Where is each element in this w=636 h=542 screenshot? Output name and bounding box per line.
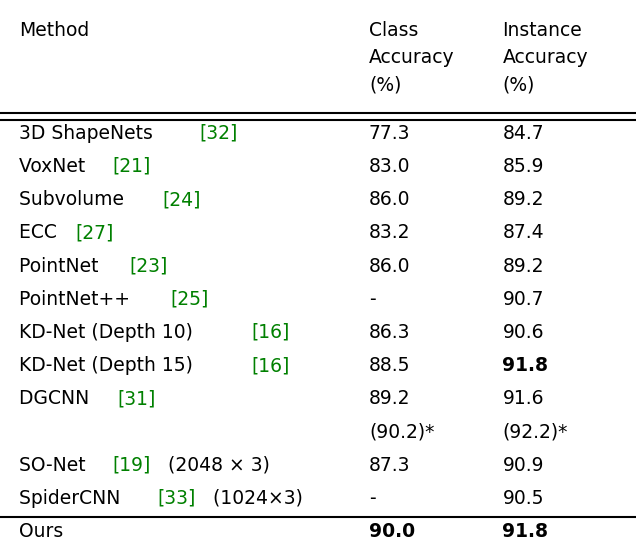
Text: 90.0: 90.0: [369, 522, 415, 541]
Text: 86.3: 86.3: [369, 323, 410, 342]
Text: Subvolume: Subvolume: [19, 190, 130, 209]
Text: 90.7: 90.7: [502, 290, 544, 309]
Text: 86.0: 86.0: [369, 256, 410, 275]
Text: Accuracy: Accuracy: [369, 48, 455, 67]
Text: [25]: [25]: [170, 290, 209, 309]
Text: (2048 × 3): (2048 × 3): [162, 456, 270, 475]
Text: (90.2)*: (90.2)*: [369, 422, 434, 441]
Text: SO-Net: SO-Net: [19, 456, 92, 475]
Text: 87.4: 87.4: [502, 223, 544, 242]
Text: Method: Method: [19, 21, 89, 40]
Text: [27]: [27]: [76, 223, 114, 242]
Text: 85.9: 85.9: [502, 157, 544, 176]
Text: -: -: [369, 290, 375, 309]
Text: [24]: [24]: [162, 190, 201, 209]
Text: KD-Net (Depth 15): KD-Net (Depth 15): [19, 356, 199, 375]
Text: 89.2: 89.2: [502, 190, 544, 209]
Text: (92.2)*: (92.2)*: [502, 422, 568, 441]
Text: 91.6: 91.6: [502, 389, 544, 408]
Text: SpiderCNN: SpiderCNN: [19, 489, 127, 508]
Text: 87.3: 87.3: [369, 456, 410, 475]
Text: DGCNN: DGCNN: [19, 389, 95, 408]
Text: Ours: Ours: [19, 522, 64, 541]
Text: [21]: [21]: [113, 157, 151, 176]
Text: KD-Net (Depth 10): KD-Net (Depth 10): [19, 323, 199, 342]
Text: [31]: [31]: [118, 389, 156, 408]
Text: Accuracy: Accuracy: [502, 48, 588, 67]
Text: [32]: [32]: [200, 124, 238, 143]
Text: 83.0: 83.0: [369, 157, 410, 176]
Text: [33]: [33]: [158, 489, 196, 508]
Text: [16]: [16]: [251, 356, 289, 375]
Text: (1024×3): (1024×3): [207, 489, 303, 508]
Text: VoxNet: VoxNet: [19, 157, 92, 176]
Text: Class: Class: [369, 21, 418, 40]
Text: 3D ShapeNets: 3D ShapeNets: [19, 124, 159, 143]
Text: [23]: [23]: [129, 256, 168, 275]
Text: [16]: [16]: [251, 323, 289, 342]
Text: 88.5: 88.5: [369, 356, 410, 375]
Text: 84.7: 84.7: [502, 124, 544, 143]
Text: ECC: ECC: [19, 223, 63, 242]
Text: Instance: Instance: [502, 21, 582, 40]
Text: [19]: [19]: [113, 456, 151, 475]
Text: 90.6: 90.6: [502, 323, 544, 342]
Text: -: -: [369, 489, 375, 508]
Text: 91.8: 91.8: [502, 522, 548, 541]
Text: 83.2: 83.2: [369, 223, 410, 242]
Text: 77.3: 77.3: [369, 124, 410, 143]
Text: (%): (%): [369, 76, 401, 95]
Text: 86.0: 86.0: [369, 190, 410, 209]
Text: (%): (%): [502, 76, 535, 95]
Text: 89.2: 89.2: [502, 256, 544, 275]
Text: 91.8: 91.8: [502, 356, 548, 375]
Text: 89.2: 89.2: [369, 389, 410, 408]
Text: 90.9: 90.9: [502, 456, 544, 475]
Text: PointNet++: PointNet++: [19, 290, 136, 309]
Text: 90.5: 90.5: [502, 489, 544, 508]
Text: PointNet: PointNet: [19, 256, 104, 275]
